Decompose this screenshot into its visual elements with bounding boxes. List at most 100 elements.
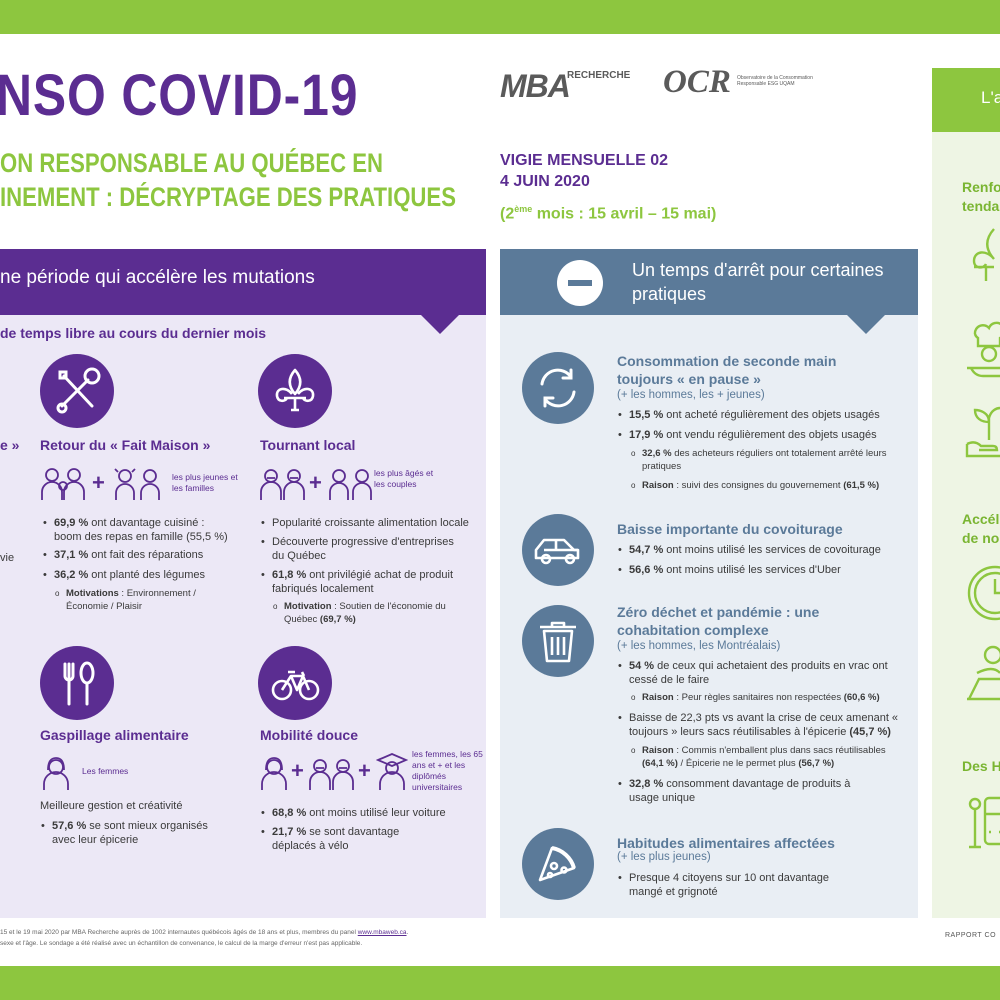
ocr-logo: OCR xyxy=(663,64,731,100)
left-panel-header-text: ne période qui accélère les mutations xyxy=(0,267,315,288)
mobilite-tag: les femmes, les 65 ans et + et les diplô… xyxy=(412,749,483,792)
woman-icon xyxy=(40,756,72,797)
green-label-3: Des H xyxy=(962,758,1000,774)
zero-dechet-raison-peur: Raison : Peur règles sanitaires non resp… xyxy=(631,691,902,704)
fleur-de-lys-icon xyxy=(968,225,1000,290)
green-label-2-line-1: Accél xyxy=(962,511,1000,527)
page-subtitle: ON RESPONSABLE AU QUÉBEC EN INEMENT : DÉ… xyxy=(0,146,456,214)
seconde-main-bullet-2: 17,9 % ont vendu régulièrement des objet… xyxy=(618,428,909,442)
bus-stop-icon xyxy=(965,792,1000,857)
plus-sign: + xyxy=(92,470,105,495)
gaspillage-tag: Les femmes xyxy=(82,766,129,776)
gaspillage-bullet-1: 57,6 % se sont mieux organisés avec leur… xyxy=(41,819,222,847)
rapport-label: RAPPORT CO xyxy=(945,932,997,939)
chef-icon xyxy=(963,318,1000,383)
tournant-local-bullet-1: Popularité croissante alimentation local… xyxy=(261,516,477,530)
left-panel-notch xyxy=(420,314,460,334)
green-label-1-line-2: tenda xyxy=(962,198,1000,214)
cutlery-circle xyxy=(40,646,114,720)
period-sup: ème xyxy=(514,204,533,214)
fait-maison-bullet-1: 69,9 % ont davantage cuisiné : boom des … xyxy=(43,516,234,544)
car-icon xyxy=(534,538,580,565)
tournant-local-bullet-2: Découverte progressive d'entreprises du … xyxy=(261,535,457,563)
graduate-icon xyxy=(375,752,409,797)
top-band xyxy=(0,0,1000,34)
refresh-circle xyxy=(522,352,594,424)
fleur-de-lys-circle xyxy=(258,354,332,428)
fait-maison-tag: les plus jeunes et les familles xyxy=(172,472,238,493)
cutlery-icon xyxy=(63,661,95,706)
subtitle-line-2: INEMENT : DÉCRYPTAGE DES PRATIQUES xyxy=(0,182,456,212)
fragment-title: e » xyxy=(0,437,20,453)
kids-icon xyxy=(113,466,163,507)
footnote-line-2: sexe et l'âge. Le sondage a été réalisé … xyxy=(0,940,363,947)
tournant-local-sub-1: Motivation : Soutien de l'économie du Qu… xyxy=(273,600,454,626)
fait-maison-bullet-3: 36,2 % ont planté des légumes xyxy=(43,568,234,582)
refresh-icon xyxy=(540,368,576,408)
fait-maison-sub-1: Motivations : Environnement / Économie /… xyxy=(55,587,226,613)
period-rest: mois : 15 avril – 15 mai) xyxy=(532,205,717,223)
seniors-icon xyxy=(308,756,356,797)
fait-maison-title: Retour du « Fait Maison » xyxy=(40,437,211,453)
family-icon xyxy=(40,466,88,507)
mbaweb-link[interactable]: www.mbaweb.ca xyxy=(357,929,407,936)
zero-dechet-bullet-3: 32,8 % consomment davantage de produits … xyxy=(618,777,869,805)
vigie-title: VIGIE MENSUELLE 02 xyxy=(500,152,669,169)
tools-icon xyxy=(56,367,101,414)
tools-circle xyxy=(40,354,114,428)
bike-icon xyxy=(271,670,320,701)
seconde-main-sub: (+ les hommes, les + jeunes) xyxy=(617,389,765,401)
subtitle-line-1: ON RESPONSABLE AU QUÉBEC EN xyxy=(0,148,383,178)
right-panel-header-text: Un temps d'arrêt pour certaines pratique… xyxy=(632,260,884,304)
fleur-de-lys-icon xyxy=(275,368,315,412)
couple-icon xyxy=(328,466,374,507)
ocr-logo-sub: Observatoire de la Consommation Responsa… xyxy=(737,75,813,87)
zero-dechet-bullet-1: 54 % de ceux qui achetaient des produits… xyxy=(618,659,899,687)
vigie-info: VIGIE MENSUELLE 02 4 JUIN 2020 xyxy=(500,150,668,192)
woman-icon xyxy=(259,756,289,797)
pizza-circle xyxy=(522,828,594,900)
vigie-date: 4 JUIN 2020 xyxy=(500,173,590,190)
trash-circle xyxy=(522,605,594,677)
green-label-2-line-2: de no xyxy=(962,530,1000,546)
covoiturage-bullet-2: 56,6 % ont moins utilisé les services d'… xyxy=(618,563,909,577)
seconde-main-sub-2: Raison : suivi des consignes du gouverne… xyxy=(631,479,902,492)
seconde-main-title: Consommation de seconde main toujours « … xyxy=(617,353,837,387)
habitudes-sub: (+ les plus jeunes) xyxy=(617,851,711,863)
plus-sign: + xyxy=(291,758,304,783)
habitudes-bullet-1: Presque 4 citoyens sur 10 ont davantage … xyxy=(618,871,849,899)
clock-icon xyxy=(965,565,1000,630)
car-circle xyxy=(522,514,594,586)
seniors-icon xyxy=(259,466,307,507)
pizza-icon xyxy=(538,846,576,882)
left-panel-header xyxy=(0,249,486,315)
fait-maison-bullet-2: 37,1 % ont fait des réparations xyxy=(43,548,234,562)
zero-dechet-sub: (+ les hommes, les Montréalais) xyxy=(617,640,781,652)
mobilite-title: Mobilité douce xyxy=(260,727,358,743)
mba-logo: MBA xyxy=(500,68,571,104)
period-info: (2ème mois : 15 avril – 15 mai) xyxy=(500,204,716,223)
footnote-line-1: 15 et le 19 mai 2020 par MBA Recherche a… xyxy=(0,929,409,936)
trash-icon xyxy=(540,621,576,663)
mobilite-bullet-2: 21,7 % se sont davantage déplacés à vélo xyxy=(261,825,422,853)
minus-icon xyxy=(557,260,603,306)
green-label-1-line-1: Renfo xyxy=(962,179,1000,195)
zero-dechet-title: Zéro déchet et pandémie : une cohabitati… xyxy=(617,604,820,638)
green-panel-header-text: L'a xyxy=(981,88,1000,107)
covoiturage-bullet-1: 54,7 % ont moins utilisé les services de… xyxy=(618,543,909,557)
seconde-main-bullet-1: 15,5 % ont acheté régulièrement des obje… xyxy=(618,408,909,422)
seconde-main-sub-1: 32,6 % des acheteurs réguliers ont total… xyxy=(631,447,902,473)
zero-dechet-bullet-2: Baisse de 22,3 pts vs avant la crise de … xyxy=(618,711,904,739)
plus-sign: + xyxy=(358,758,371,783)
covoiturage-title: Baisse importante du covoiturage xyxy=(617,521,843,537)
gaspillage-title: Gaspillage alimentaire xyxy=(40,727,189,743)
tournant-local-title: Tournant local xyxy=(260,437,356,453)
green-panel-header xyxy=(932,68,1000,132)
page-title: NSO COVID-19 xyxy=(0,63,359,128)
gaspillage-line: Meilleure gestion et créativité xyxy=(40,800,183,812)
tournant-local-bullet-3: 61,8 % ont privilégié achat de produit f… xyxy=(261,568,457,596)
green-panel xyxy=(932,132,1000,918)
bottom-band xyxy=(0,966,1000,1000)
zero-dechet-raison-commis: Raison : Commis n'emballent plus dans sa… xyxy=(631,744,904,770)
right-panel-notch xyxy=(846,314,886,334)
